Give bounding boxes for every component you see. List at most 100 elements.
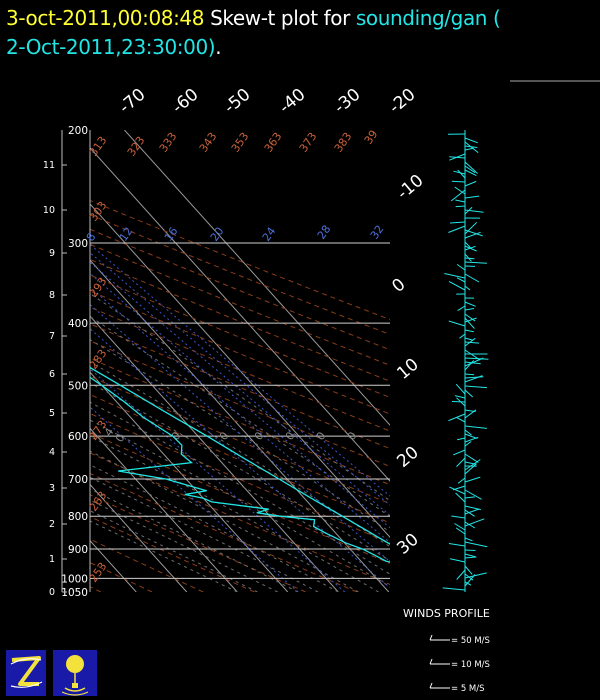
dewpoint-profile-line	[90, 376, 390, 563]
wind-legend-label: = 50 M/S	[451, 636, 490, 646]
wind-barb	[450, 189, 466, 202]
moist-adiabat-line	[90, 488, 299, 592]
mixing-ratio-labels: 8 12 16 20 24 28 32	[84, 223, 387, 244]
mixing-ratio-label: 32	[368, 223, 387, 242]
wind-barb	[464, 508, 480, 515]
wind-barb	[464, 137, 478, 144]
wind-barb	[464, 245, 476, 251]
temperature-tick-label: -70	[115, 85, 149, 118]
wind-barb	[449, 558, 466, 563]
wind-barb	[464, 541, 488, 548]
pressure-tick-label: 700	[68, 474, 88, 486]
wind-barb	[464, 518, 485, 527]
moist-adiabat-line	[90, 382, 390, 562]
wind-barb	[451, 401, 466, 403]
wind-barb	[464, 425, 487, 429]
mixing-ratio-line	[90, 406, 299, 592]
dry-adiabat-label: 39	[362, 128, 381, 147]
dry-adiabat-label: 363	[262, 130, 285, 155]
wind-barb	[464, 375, 483, 383]
wind-barb	[456, 263, 466, 271]
wind-barb	[464, 581, 472, 586]
dry-adiabat-line	[90, 515, 255, 592]
wind-barb	[448, 543, 466, 547]
dry-adiabat-label: 353	[229, 130, 252, 155]
moist-adiabat-label: 0	[217, 430, 232, 443]
wind-barb	[464, 476, 481, 483]
dry-adiabat-line	[90, 412, 390, 544]
dry-adiabat-line	[90, 214, 390, 335]
wind-barb	[455, 205, 466, 208]
isotherm-line	[90, 427, 238, 592]
wind-barb	[456, 397, 466, 407]
wind-barb	[464, 231, 481, 239]
dry-adiabat-line	[90, 472, 357, 592]
wind-barb	[442, 587, 466, 591]
height-tick-label: 4	[49, 447, 55, 458]
dry-adiabat-line	[90, 243, 390, 366]
wind-barb	[464, 429, 472, 436]
wind-barb	[464, 360, 474, 371]
wind-barb	[464, 433, 478, 439]
wind-barb	[464, 341, 479, 344]
pressure-tick-label: 500	[68, 380, 88, 392]
sounding-balloon-logo	[53, 650, 97, 696]
wind-barb	[464, 337, 473, 341]
wind-barb	[456, 277, 466, 283]
wind-barb	[449, 156, 466, 159]
wind-barb	[448, 320, 466, 327]
mixing-ratio-line	[90, 368, 346, 592]
dry-adiabat-line	[90, 494, 306, 592]
height-tick-label: 2	[49, 519, 55, 530]
moist-adiabat-line	[90, 464, 339, 592]
isotherm-line	[0, 130, 35, 592]
wind-legend-label: = 5 M/S	[451, 684, 485, 694]
wind-barb	[457, 305, 466, 312]
pressure-tick-label: 600	[68, 431, 88, 443]
wind-barb	[464, 496, 475, 499]
mixing-ratio-line	[90, 272, 390, 529]
dry-adiabat-label: 343	[197, 130, 220, 155]
wind-barb	[455, 492, 466, 503]
wind-legend-label: = 10 M/S	[451, 660, 490, 670]
mixing-ratio-label: 24	[260, 225, 279, 244]
dry-adiabat-line	[90, 258, 390, 382]
pressure-tick-label: 300	[68, 238, 88, 250]
height-tick-label: 8	[49, 290, 55, 301]
wind-barb	[464, 537, 473, 542]
wind-barb	[464, 373, 475, 376]
wind-barb	[444, 273, 466, 279]
isotherm-line	[90, 147, 390, 482]
wind-barb	[457, 169, 466, 179]
wind-barb	[464, 337, 476, 347]
temperature-tick-label: -10	[393, 171, 427, 204]
pressure-ticks: 200 300 400 500 600 700 800 900 1000 1050	[61, 125, 88, 599]
moist-adiabat-line	[90, 401, 390, 575]
wind-barb	[464, 161, 478, 174]
height-tick-label: 6	[49, 369, 55, 380]
wind-barb	[464, 489, 482, 500]
wind-barb	[464, 180, 477, 187]
moist-adiabat-line	[90, 435, 379, 592]
moist-adiabat-line	[90, 499, 278, 592]
title-period: .	[215, 35, 222, 59]
isotherm-line	[90, 203, 390, 539]
height-ticks: 0 1 2 3 4 5 6 7 8 9 10 11	[43, 160, 67, 598]
wind-barb	[459, 333, 466, 339]
wind-barb	[454, 523, 466, 531]
isotherm-line	[90, 371, 289, 592]
wind-barb	[464, 169, 477, 177]
moist-adiabat-label: 0	[252, 430, 267, 443]
wind-barb	[464, 357, 484, 367]
wind-barb	[464, 206, 473, 215]
dry-adiabat-line	[90, 452, 390, 585]
wind-barb	[464, 389, 474, 398]
temperature-profile-line	[90, 366, 390, 545]
pressure-tick-label: 800	[68, 511, 88, 523]
dry-adiabat-line	[0, 130, 50, 592]
wind-barb	[450, 221, 466, 224]
wind-barb	[464, 147, 474, 151]
wind-barb	[464, 385, 488, 389]
wind-barb	[464, 376, 484, 379]
